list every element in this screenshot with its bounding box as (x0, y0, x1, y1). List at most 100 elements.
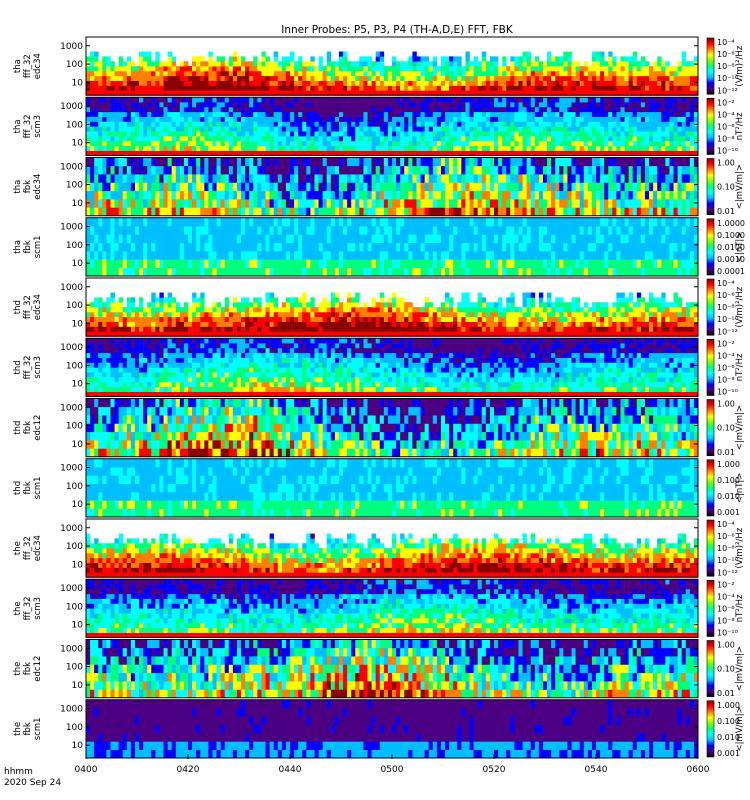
spectrogram-cell (579, 226, 585, 235)
spectrogram-cell (379, 190, 385, 200)
spectrogram-cell (196, 150, 201, 156)
spectrogram-cell (604, 259, 609, 268)
spectrogram-cell (555, 157, 560, 167)
spectrogram-cell (347, 226, 352, 235)
spectrogram-cell (294, 102, 299, 108)
spectrogram-cell (322, 66, 328, 72)
spectrogram-cell (196, 136, 201, 142)
spectrogram-cell (355, 165, 360, 175)
spectrogram-cell (449, 75, 454, 81)
spectrogram-cell (522, 182, 527, 192)
spectrogram-cell (232, 259, 238, 268)
spectrogram-cell (216, 70, 221, 77)
spectrogram-cell (245, 199, 250, 208)
spectrogram-cell (110, 131, 115, 137)
spectrogram-cell (155, 217, 160, 227)
spectrogram-cell (294, 150, 299, 156)
spectrogram-cell (269, 190, 274, 200)
spectrogram-cell (473, 217, 478, 227)
spectrogram-cell (424, 136, 430, 142)
spectrogram-cell (155, 259, 160, 268)
spectrogram-cell (86, 131, 91, 137)
spectrogram-cell (216, 267, 221, 277)
spectrogram-cell (363, 61, 368, 67)
spectrogram-cell (498, 182, 503, 192)
spectrogram-cell (628, 267, 634, 277)
spectrogram-cell (473, 145, 478, 151)
spectrogram-cell (685, 75, 691, 81)
spectrogram-cell (212, 251, 217, 260)
spectrogram-cell (436, 136, 442, 142)
spectrogram-cell (481, 80, 487, 86)
colorbar-label: 10⁻⁶ (717, 50, 735, 59)
spectrogram-cell (379, 145, 385, 151)
spectrogram-cell (355, 217, 360, 227)
spectrogram-cell (453, 140, 458, 147)
spectrogram-cell (461, 217, 466, 227)
spectrogram-cell (302, 97, 307, 103)
spectrogram-cell (681, 182, 687, 192)
spectrogram-cell (318, 116, 323, 122)
spectrogram-cell (281, 267, 287, 277)
spectrogram-cell (347, 75, 352, 81)
spectrogram-cell (249, 136, 254, 142)
spectrogram-cell (432, 116, 438, 122)
spectrogram-cell (143, 165, 148, 175)
spectrogram-cell (208, 165, 213, 175)
spectrogram-cell (294, 174, 299, 183)
spectrogram-cell (669, 106, 674, 113)
spectrogram-cell (693, 116, 699, 122)
spectrogram-cell (281, 207, 287, 217)
spectrogram-cell (298, 145, 303, 151)
spectrogram-cell (375, 56, 381, 62)
spectrogram-cell (620, 80, 625, 86)
spectrogram-cell (612, 136, 617, 142)
spectrogram-cell (596, 61, 601, 67)
spectrogram-cell (208, 90, 213, 96)
spectrogram-cell (367, 70, 372, 77)
spectrogram-cell (445, 66, 450, 72)
spectrogram-cell (489, 251, 495, 260)
spectrogram-cell (363, 80, 368, 86)
spectrogram-cell (502, 111, 507, 117)
spectrogram-cell (302, 66, 307, 72)
spectrogram-cell (220, 251, 226, 260)
spectrogram-cell (685, 85, 691, 91)
spectrogram-cell (265, 136, 270, 142)
spectrogram-cell (534, 145, 540, 151)
spectrogram-cell (273, 61, 279, 67)
spectrogram-cell (228, 121, 234, 127)
spectrogram-cell (208, 106, 213, 113)
spectrogram-cell (551, 102, 556, 108)
spectrogram-cell (445, 145, 450, 151)
spectrogram-cell (253, 75, 258, 81)
spectrogram-cell (102, 85, 107, 91)
spectrogram-cell (379, 90, 385, 96)
spectrogram-cell (302, 207, 307, 217)
spectrogram-cell (318, 111, 323, 117)
spectrogram-cell (604, 251, 609, 260)
spectrogram-cell (322, 267, 328, 277)
spectrogram-cell (567, 75, 572, 81)
spectrogram-cell (273, 102, 279, 108)
spectrogram-cell (685, 145, 691, 151)
spectrogram-cell (159, 85, 164, 91)
spectrogram-cell (673, 174, 678, 183)
spectrogram-cell (575, 90, 580, 96)
spectrogram-cell (628, 165, 634, 175)
spectrogram-cell (518, 66, 523, 72)
spectrogram-cell (106, 140, 111, 147)
spectrogram-cell (122, 70, 128, 77)
spectrogram-cell (387, 90, 393, 96)
spectrogram-cell (653, 199, 658, 208)
spectrogram-cell (204, 226, 209, 235)
spectrogram-cell (400, 165, 405, 175)
spectrogram-cell (457, 267, 462, 277)
spectrogram-cell (351, 111, 356, 117)
spectrogram-cell (608, 80, 613, 86)
spectrogram-cell (400, 106, 405, 113)
spectrogram-cell (114, 111, 119, 117)
spectrogram-cell (673, 207, 678, 217)
spectrogram-cell (196, 90, 201, 96)
